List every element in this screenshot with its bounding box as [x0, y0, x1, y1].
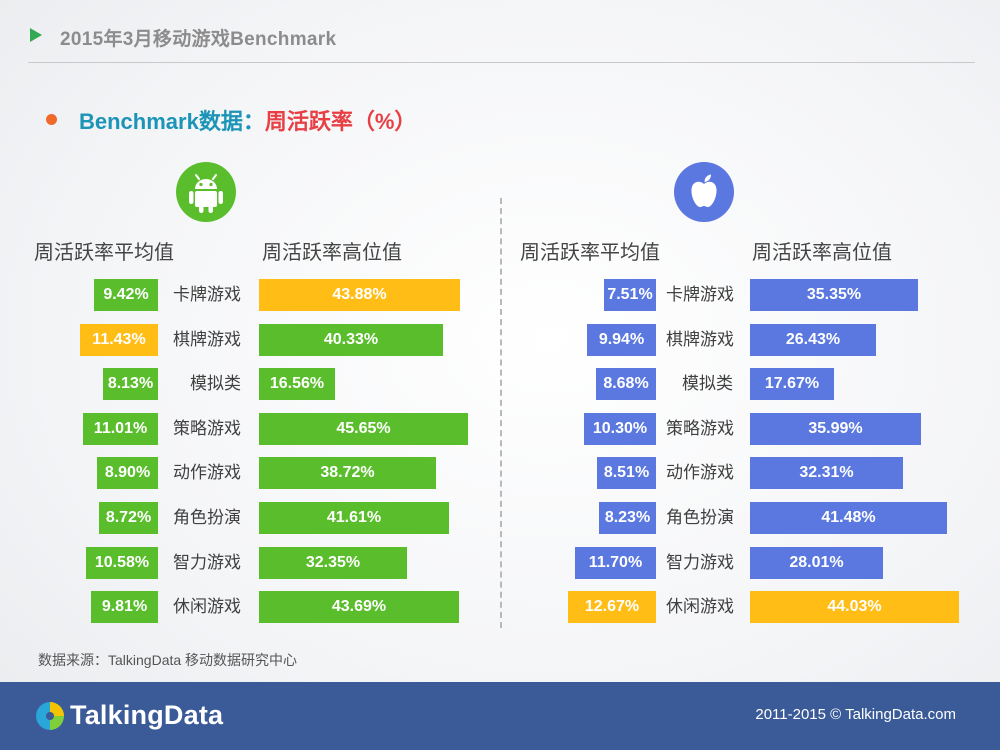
ios-category-label: 角色扮演 — [666, 508, 734, 527]
android-icon — [176, 162, 236, 222]
android-high-bar: 45.65% — [259, 413, 468, 445]
android-avg-bar: 8.90% — [97, 457, 158, 489]
ios-category-label: 模拟类 — [682, 374, 733, 393]
ios-avg-bar: 7.51% — [604, 279, 656, 311]
subtitle-metric: 周活跃率（%） — [264, 109, 417, 134]
android-category-label: 模拟类 — [190, 374, 241, 393]
ios-high-bar: 44.03% — [750, 591, 959, 623]
apple-icon — [674, 162, 734, 222]
footer-bar: TalkingData 2011-2015 © TalkingData.com — [0, 682, 1000, 750]
header-divider — [28, 62, 975, 63]
brand-name: TalkingData — [70, 700, 224, 730]
android-avg-bar: 8.72% — [99, 502, 158, 534]
ios-avg-bar: 12.67% — [568, 591, 656, 623]
android-high-header: 周活跃率高位值 — [262, 242, 402, 264]
ios-category-label: 卡牌游戏 — [666, 285, 734, 304]
ios-category-label: 棋牌游戏 — [666, 330, 734, 349]
ios-avg-bar: 10.30% — [584, 413, 656, 445]
android-category-label: 智力游戏 — [173, 553, 241, 572]
ios-high-bar: 35.99% — [750, 413, 921, 445]
android-category-label: 休闲游戏 — [173, 597, 241, 616]
android-high-bar: 16.56% — [259, 368, 335, 400]
android-high-bar: 38.72% — [259, 457, 436, 489]
android-avg-bar: 9.81% — [91, 591, 158, 623]
ios-avg-bar: 8.23% — [599, 502, 656, 534]
android-category-label: 棋牌游戏 — [173, 330, 241, 349]
ios-avg-header: 周活跃率平均值 — [520, 242, 660, 264]
talkingdata-logo-icon — [34, 700, 66, 737]
ios-avg-bar: 11.70% — [575, 547, 656, 579]
android-category-label: 角色扮演 — [173, 508, 241, 527]
android-high-bar: 32.35% — [259, 547, 407, 579]
play-triangle-icon — [30, 28, 42, 42]
android-high-bar: 43.69% — [259, 591, 459, 623]
page-header: 2015年3月移动游戏Benchmark — [0, 0, 1000, 64]
ios-category-label: 策略游戏 — [666, 419, 734, 438]
ios-high-header: 周活跃率高位值 — [752, 242, 892, 264]
android-high-bar: 41.61% — [259, 502, 449, 534]
android-category-label: 策略游戏 — [173, 419, 241, 438]
ios-high-bar: 26.43% — [750, 324, 876, 356]
android-avg-bar: 9.42% — [94, 279, 158, 311]
android-category-label: 卡牌游戏 — [173, 285, 241, 304]
android-avg-header: 周活跃率平均值 — [34, 242, 174, 264]
ios-high-bar: 28.01% — [750, 547, 883, 579]
ios-avg-bar: 8.68% — [596, 368, 656, 400]
ios-high-bar: 17.67% — [750, 368, 834, 400]
ios-avg-bar: 9.94% — [587, 324, 656, 356]
android-avg-bar: 8.13% — [103, 368, 158, 400]
ios-category-label: 休闲游戏 — [666, 597, 734, 616]
page-title: 2015年3月移动游戏Benchmark — [60, 29, 337, 50]
ios-category-label: 动作游戏 — [666, 463, 734, 482]
android-high-bar: 43.88% — [259, 279, 460, 311]
android-avg-bar: 11.43% — [80, 324, 158, 356]
ios-high-bar: 35.35% — [750, 279, 918, 311]
ios-high-bar: 41.48% — [750, 502, 947, 534]
android-high-bar: 40.33% — [259, 324, 443, 356]
ios-avg-bar: 8.51% — [597, 457, 656, 489]
ios-high-bar: 32.31% — [750, 457, 903, 489]
subtitle-text: Benchmark数据：周活跃率（%） — [79, 104, 416, 136]
source-note: 数据来源：TalkingData 移动数据研究中心 — [38, 652, 298, 668]
subtitle-lead: Benchmark数据： — [79, 109, 265, 134]
platform-divider — [500, 198, 502, 628]
android-category-label: 动作游戏 — [173, 463, 241, 482]
bullet-dot-icon — [46, 114, 57, 125]
ios-category-label: 智力游戏 — [666, 553, 734, 572]
android-avg-bar: 10.58% — [86, 547, 158, 579]
android-avg-bar: 11.01% — [83, 413, 158, 445]
copyright: 2011-2015 © TalkingData.com — [755, 706, 956, 723]
